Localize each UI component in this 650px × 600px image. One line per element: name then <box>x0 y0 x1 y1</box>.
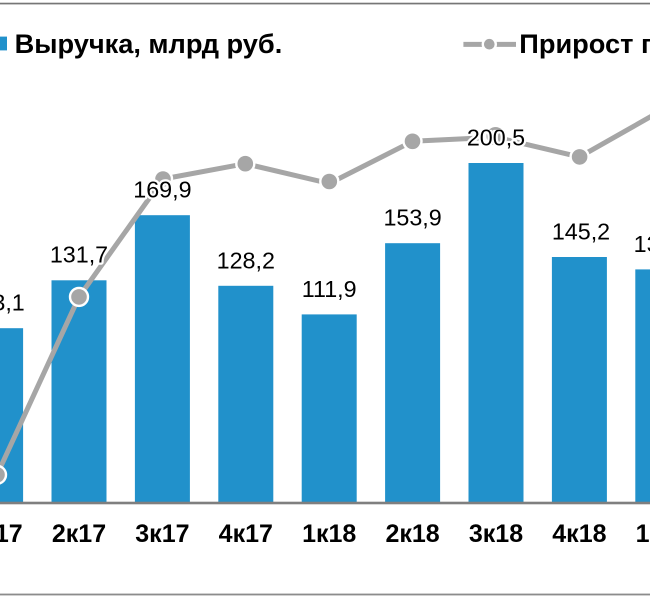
svg-text:131,7: 131,7 <box>50 242 108 268</box>
svg-text:128,2: 128,2 <box>217 247 275 273</box>
svg-text:145,2: 145,2 <box>552 218 610 244</box>
svg-text:3к18: 3к18 <box>469 520 523 548</box>
svg-text:2к17: 2к17 <box>52 520 106 548</box>
svg-text:153,9: 153,9 <box>383 205 441 231</box>
svg-text:169,9: 169,9 <box>133 177 191 203</box>
svg-text:145,2: 145,2 <box>552 218 610 244</box>
svg-text:111,9: 111,9 <box>302 276 357 302</box>
svg-text:3к17: 3к17 <box>135 520 189 548</box>
svg-text:153,9: 153,9 <box>383 205 441 231</box>
svg-text:1к17: 1к17 <box>0 520 23 548</box>
svg-text:4к18: 4к18 <box>552 520 606 548</box>
svg-text:4к17: 4к17 <box>219 520 273 548</box>
svg-text:Прирост г/г, %: Прирост г/г, % <box>519 28 650 59</box>
svg-text:1к18: 1к18 <box>302 520 356 548</box>
svg-text:169,9: 169,9 <box>133 177 191 203</box>
svg-text:2к18: 2к18 <box>385 520 439 548</box>
svg-text:138,0: 138,0 <box>634 231 650 257</box>
svg-text:111,9: 111,9 <box>302 276 357 302</box>
svg-text:131,7: 131,7 <box>50 242 108 268</box>
svg-text:128,2: 128,2 <box>217 247 275 273</box>
svg-text:138,0: 138,0 <box>634 231 650 257</box>
svg-text:1к19: 1к19 <box>636 520 650 548</box>
svg-text:103,1: 103,1 <box>0 290 25 316</box>
svg-text:103,1: 103,1 <box>0 290 25 316</box>
svg-text:Выручка, млрд руб.: Выручка, млрд руб. <box>15 28 283 59</box>
